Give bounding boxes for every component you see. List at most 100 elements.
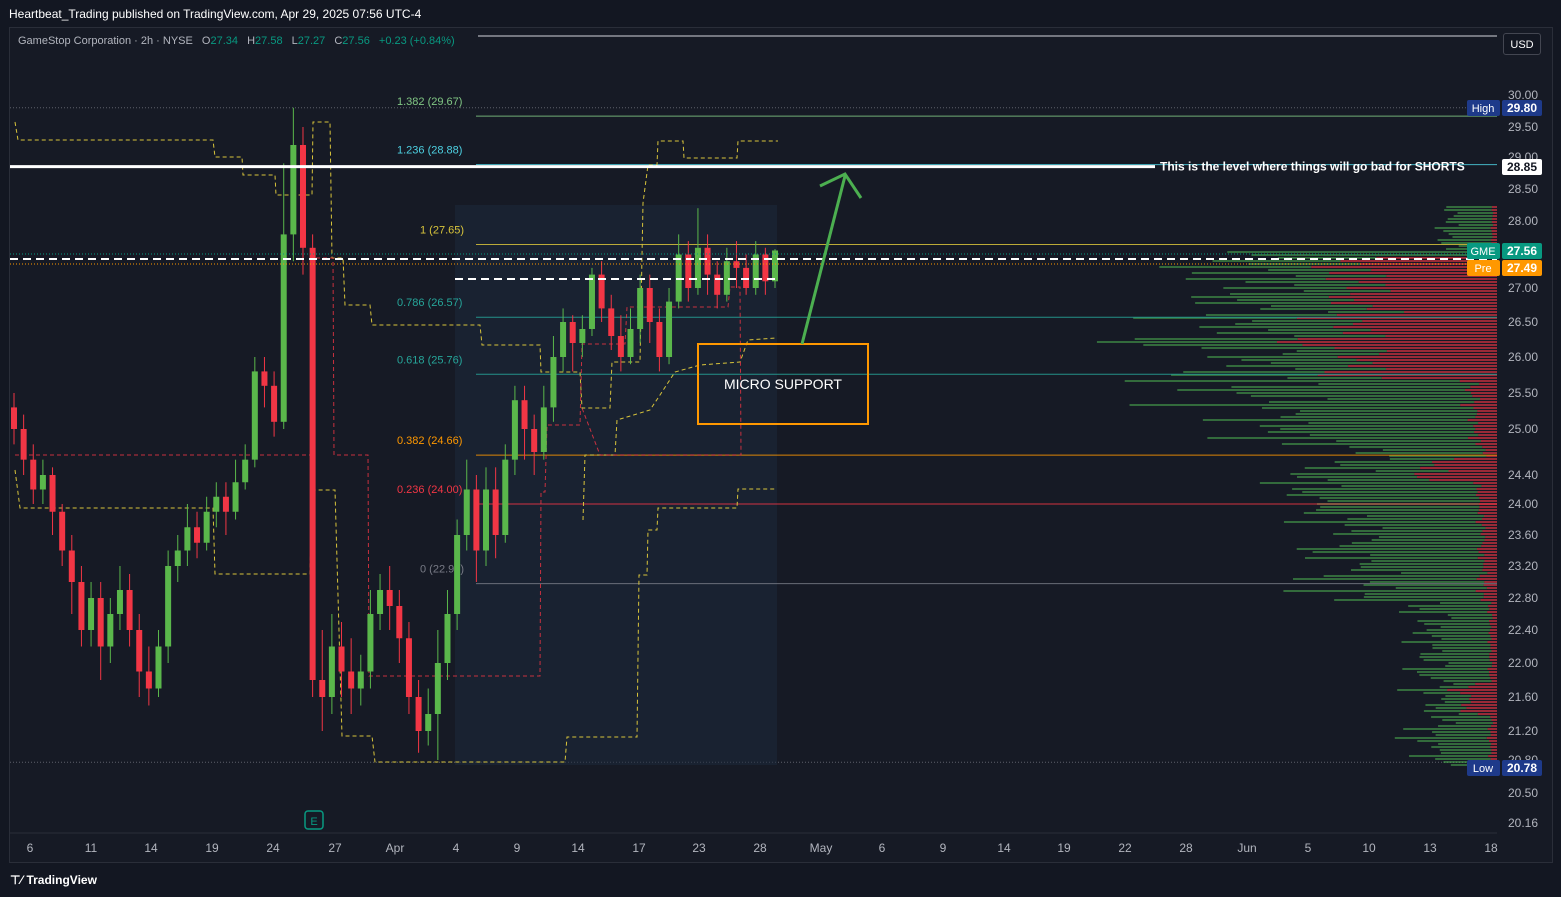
earnings-icon	[304, 810, 324, 830]
volume-bar-up	[1350, 569, 1483, 571]
volume-bar-up	[1341, 485, 1482, 487]
y-axis: 30.0029.5029.0028.5028.0027.0026.5026.00…	[1467, 88, 1542, 830]
candle-body	[405, 638, 412, 697]
volume-bar-down	[1469, 698, 1497, 700]
volume-bar-down	[1476, 578, 1497, 580]
volume-bar-down	[1329, 272, 1497, 274]
candle-body	[550, 357, 557, 408]
candle-body	[338, 646, 345, 672]
volume-bar-up	[1432, 644, 1491, 646]
volume-bar-up	[1316, 509, 1479, 511]
volume-bar-down	[1475, 590, 1497, 592]
chart-grid	[10, 35, 1497, 763]
volume-bar-down	[1470, 701, 1497, 703]
high-value: 27.58	[255, 35, 283, 47]
tradingview-logo[interactable]: ⊤⁄ TradingView	[10, 873, 97, 887]
volume-bar-up	[1199, 326, 1334, 328]
volume-bar-up	[1261, 407, 1474, 409]
candle-body	[242, 459, 249, 483]
volume-bar-down	[1491, 626, 1497, 628]
volume-bar-down	[1467, 419, 1497, 421]
volume-bar-down	[1489, 620, 1497, 622]
annotations: This is the level where things will go b…	[10, 160, 1497, 830]
volume-bar-down	[1476, 488, 1497, 490]
volume-bar-down	[1460, 710, 1497, 712]
tradingview-logo-icon: ⊤⁄	[10, 873, 23, 887]
volume-bar-up	[1434, 227, 1491, 229]
volume-bar-down	[1480, 500, 1497, 502]
candle-body	[608, 308, 615, 336]
volume-bar-up	[1444, 701, 1471, 703]
volume-bar-down	[1416, 476, 1497, 478]
candle-body	[646, 288, 653, 322]
volume-bar-up	[1417, 740, 1490, 742]
volume-bar-up	[1389, 458, 1455, 460]
volume-bar-down	[1482, 542, 1497, 544]
x-tick-label: 18	[1484, 841, 1498, 855]
candle-body	[222, 496, 229, 512]
low-value: 27.27	[297, 35, 326, 47]
price-tag-value: 27.49	[1507, 261, 1537, 275]
x-tick-label: 24	[266, 841, 280, 855]
price-tag-value: 29.80	[1507, 101, 1537, 115]
volume-bar-down	[1477, 713, 1497, 715]
x-tick-label: 4	[453, 841, 460, 855]
volume-bar-down	[1489, 653, 1497, 655]
volume-bar-down	[1491, 650, 1497, 652]
y-tick-label: 26.50	[1508, 315, 1538, 329]
volume-bar-down	[1480, 440, 1497, 442]
candle-body	[694, 247, 701, 288]
volume-bar-down	[1371, 329, 1497, 331]
volume-bar-up	[1438, 725, 1492, 727]
volume-bar-down	[1475, 494, 1497, 496]
volume-bar-up	[1195, 302, 1331, 304]
volume-bar-up	[1268, 401, 1475, 403]
volume-bar-up	[1347, 518, 1483, 520]
volume-bar-up	[1363, 584, 1484, 586]
volume-bar-down	[1489, 608, 1497, 610]
candle-body	[483, 489, 490, 551]
volume-bar-down	[1482, 569, 1497, 571]
candle-body	[627, 329, 634, 357]
volume-bar-up	[1435, 734, 1491, 736]
volume-bar-up	[1340, 464, 1435, 466]
volume-bar-down	[1317, 374, 1497, 376]
volume-bar-up	[1252, 320, 1363, 322]
volume-bar-up	[1320, 506, 1480, 508]
x-tick-label: Jun	[1237, 841, 1256, 855]
candle-body	[232, 482, 239, 512]
fib-level-label: 0.786 (26.57)	[397, 297, 462, 309]
x-tick-label: 22	[1118, 841, 1132, 855]
volume-bar-down	[1480, 599, 1497, 601]
volume-bar-up	[1444, 209, 1492, 211]
candle-body	[396, 606, 403, 639]
candle-body	[97, 598, 104, 647]
volume-bar-up	[1295, 413, 1477, 415]
price-tag: 28.85	[1502, 159, 1542, 175]
volume-bar-down	[1420, 467, 1497, 469]
open-value: 27.34	[210, 35, 239, 47]
price-tag-label: Low	[1473, 763, 1493, 775]
x-tick-label: 9	[940, 841, 947, 855]
volume-bar-up	[1448, 233, 1493, 235]
volume-bar-up	[1431, 746, 1491, 748]
volume-bar-down	[1483, 584, 1497, 586]
candle-body	[145, 671, 152, 689]
currency-button[interactable]: USD	[1503, 33, 1541, 55]
volume-bar-down	[1491, 209, 1497, 211]
candle-body	[377, 590, 384, 614]
volume-bar-up	[1205, 314, 1337, 316]
volume-bar-down	[1490, 734, 1497, 736]
volume-bar-down	[1479, 506, 1497, 508]
volume-bar-down	[1468, 686, 1497, 688]
resistance-label: This is the level where things will go b…	[1160, 160, 1465, 174]
volume-bar-down	[1481, 545, 1497, 547]
candle-body	[656, 322, 663, 357]
volume-bar-up	[1096, 341, 1277, 343]
volume-bar-down	[1487, 668, 1497, 670]
lower-channel-line	[14, 469, 776, 763]
volume-bar-up	[1442, 719, 1492, 721]
fib-background	[455, 205, 777, 765]
y-tick-label: 24.00	[1508, 497, 1538, 511]
